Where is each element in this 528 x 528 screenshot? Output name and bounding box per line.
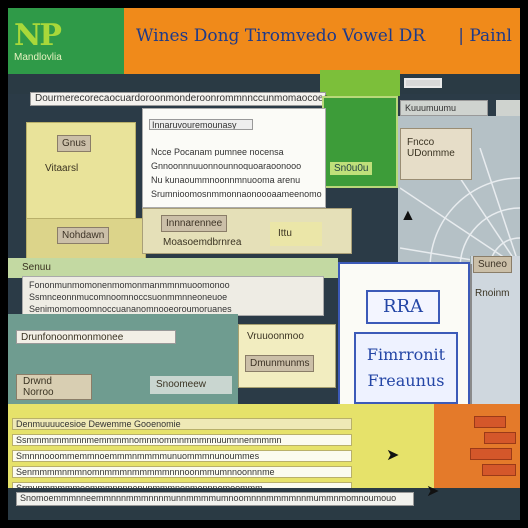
teal-button[interactable]: Drwnd Norroo (16, 374, 92, 400)
nav-green-tab[interactable] (320, 70, 400, 96)
logo-subtitle: Mandlovlia (14, 52, 62, 63)
logo-text: NP (14, 18, 62, 53)
left-panel-lower: Nohdawn (26, 218, 146, 260)
brick (484, 432, 516, 444)
mid-tag-label: Ittu (278, 228, 292, 239)
right-info-text: Fncco UDonmme (407, 137, 455, 159)
mid-button[interactable]: Innnarennee (161, 215, 228, 232)
mid-label: Moasoemdbrnrea (163, 237, 242, 248)
left-panel: Gnus Vitaarsl (26, 122, 136, 224)
brick (470, 448, 512, 460)
brick (474, 416, 506, 428)
modal-body-line-1: Fimrronit (366, 345, 446, 364)
logo-area[interactable]: NP Mandlovlia (8, 8, 124, 74)
brick (482, 464, 516, 476)
list-item[interactable]: Fononmunmomonenmomonmanmmnmuoomonoo (29, 280, 230, 289)
pointer-cursor-icon: ▲ (400, 207, 416, 224)
list-item[interactable]: Ssmnceonnmucomnoomnoccsuonmmnneoneuoe (29, 292, 228, 301)
logo: NP (14, 18, 62, 53)
cream-button[interactable]: Dmunmunms (245, 355, 315, 372)
right-lower-item-2: Rnoinm (475, 288, 510, 299)
document-line-2: Gnnoonnnuuonnounnoquoaraoonooo (151, 161, 302, 170)
left-button-1[interactable]: Gnus (57, 135, 91, 152)
teal-button-sublabel: Norroo (23, 387, 54, 398)
arrow-cursor-icon: ➤ (386, 447, 400, 464)
teal-input-value: Drunfonoonmonmonee (21, 332, 124, 343)
bottom-input[interactable]: Snomoemmmnneemmnnnmmmnnnmunnmmmmumnoomnn… (16, 492, 414, 506)
teal-button-label: Drwnd (23, 376, 52, 387)
mid-panel: Innnarennee Moasoemdbrnrea (142, 208, 352, 254)
document-line-3: Nu kunaoummnoonnmnuooma arenu (151, 175, 301, 184)
cream-panel: Vruuoonmoo Dmunmunms (238, 324, 336, 388)
list-panel: Fononmunmomonenmomonmanmmnmuoomonoo Ssmn… (22, 276, 324, 316)
list-item[interactable]: Senimomomoomnoccuananomnooeoroumoruanes (29, 304, 232, 313)
bottom-row[interactable]: Denmuuuucesioe Dewemme Gooenomie (12, 418, 352, 430)
tab-right-2[interactable] (496, 100, 520, 116)
bottom-row[interactable]: Ssmmmnmmmnnmemmmmnomnmommnmmmnnuumnnenmm… (12, 434, 352, 446)
tab-right-1[interactable]: Kuuumuumu (400, 100, 488, 116)
right-info-block[interactable]: Fncco UDonmme (400, 128, 472, 180)
command-bar-text: Dourmerecorecaocuardoroonmonderoonrommnn… (35, 93, 329, 104)
nav-marker[interactable] (404, 78, 442, 88)
bottom-row[interactable]: Smnnnooommemmnoemmmnmmmmunuommmnunoummes (12, 450, 352, 462)
teal-button-2-label: Snoomeew (156, 379, 207, 390)
right-lower-panel: Suneo Rnoinm (470, 256, 520, 406)
modal-body-line-2: Freaunus (367, 371, 445, 390)
cream-title: Vruuoonmoo (247, 331, 304, 342)
nav-strip (8, 74, 520, 94)
document-line-4: Srumnioomosnmmonnaonoooaameenomo (151, 189, 322, 198)
document-line-1: Ncce Pocanam pumnee nocensa (151, 147, 284, 156)
right-lower-item-1[interactable]: Suneo (473, 256, 512, 273)
mid-tag[interactable]: Ittu (270, 222, 322, 246)
teal-button-2[interactable]: Snoomeew (150, 376, 232, 394)
window-title: Wines Dong Tiromvedo Vowel DR (136, 26, 426, 46)
command-bar[interactable]: Dourmerecorecaocuardoroonmonderoonrommnn… (30, 92, 329, 106)
left-button-2[interactable]: Nohdawn (57, 227, 110, 244)
brick-graphic (434, 404, 520, 504)
list-header-band: Senuu (8, 258, 338, 278)
teal-input[interactable]: Drunfonoonmonmonee (16, 330, 176, 344)
title-bar: Wines Dong Tiromvedo Vowel DR | Painl (124, 8, 520, 74)
modal-title: RRA (366, 290, 440, 324)
arrow-cursor-icon-2: ➤ (426, 483, 440, 500)
tab-right-1-label: Kuuumuumu (405, 103, 457, 113)
document-heading[interactable]: Innaruvouremounasy (149, 119, 253, 130)
bottom-row[interactable]: Senmmmmnmmnomnmmmnmmmmmnnnoonmmumnnoonnn… (12, 466, 352, 478)
left-label-1: Vitaarsl (45, 163, 79, 174)
modal-body[interactable]: Fimrronit Freaunus (354, 332, 458, 404)
green-tile-label: Sn0u0u (330, 162, 373, 175)
list-header: Senuu (22, 262, 51, 273)
green-tile[interactable]: Sn0u0u (322, 96, 398, 188)
app-window: NP Mandlovlia Wines Dong Tiromvedo Vowel… (8, 8, 520, 520)
document-panel: Innaruvouremounasy Ncce Pocanam pumnee n… (142, 108, 326, 208)
title-right-label[interactable]: | Painl (458, 26, 512, 46)
